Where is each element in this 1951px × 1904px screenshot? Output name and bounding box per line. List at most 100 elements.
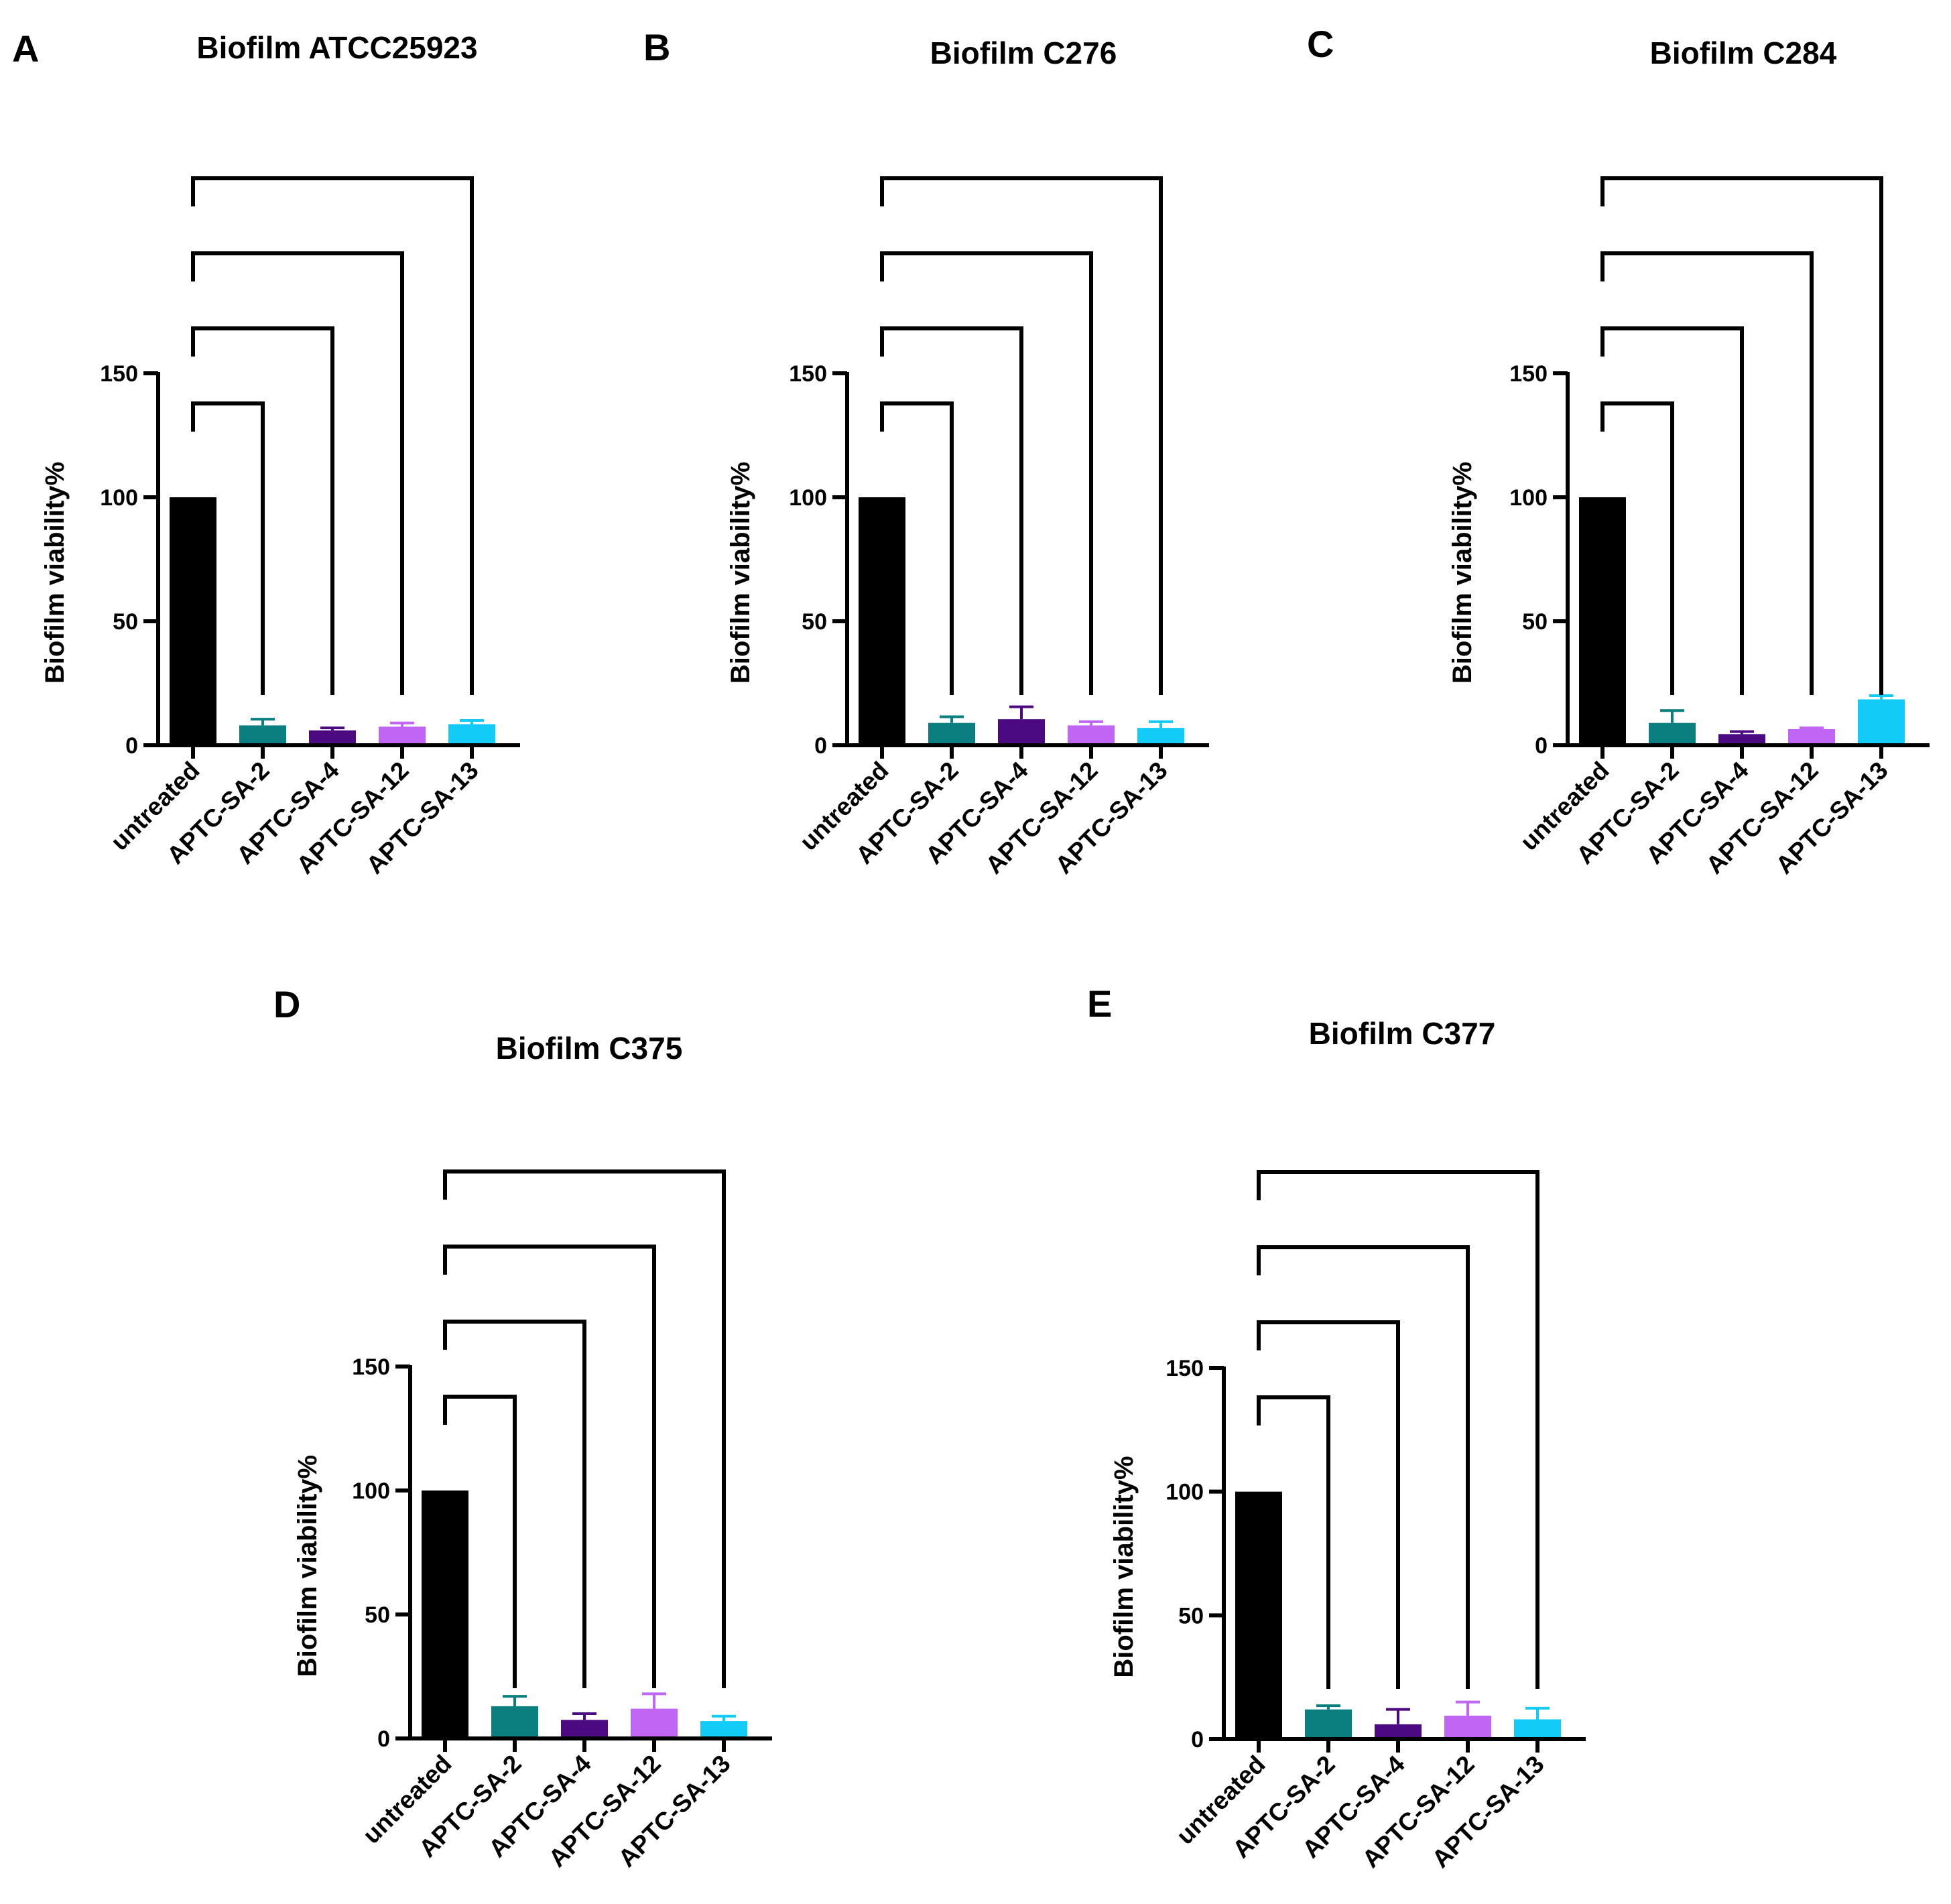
- panel-letter: C: [1307, 23, 1334, 65]
- y-axis-label: Biofilm viability%: [40, 462, 70, 684]
- y-tick-label: 50: [113, 609, 138, 635]
- bar-untreated: [859, 497, 905, 745]
- error-bar-aptc-sa-12: [1079, 720, 1103, 726]
- error-bar-aptc-sa-13: [1149, 720, 1173, 728]
- comparison-bracket: [1257, 1320, 1400, 1689]
- bar-untreated: [170, 497, 216, 745]
- bar-aptc-sa-2: [928, 722, 975, 745]
- bar-aptc-sa-13: [1858, 699, 1905, 745]
- panel-letter: A: [12, 27, 39, 70]
- comparison-bracket: [1257, 1245, 1470, 1689]
- chart-title: Biofilm C276: [930, 36, 1117, 70]
- bar-aptc-sa-2: [239, 725, 286, 745]
- error-bar-aptc-sa-2: [1660, 709, 1684, 723]
- bar-aptc-sa-12: [1788, 728, 1835, 745]
- y-tick-label: 150: [789, 361, 827, 387]
- bar-aptc-sa-12: [631, 1708, 678, 1738]
- error-bar-aptc-sa-4: [1009, 705, 1033, 720]
- bar-aptc-sa-2: [1649, 722, 1696, 745]
- comparison-bracket: [880, 401, 954, 695]
- chart-panel-a: A Biofilm ATCC25923050100150untreatedAPTC…: [12, 27, 520, 879]
- comparison-bracket: [443, 1245, 656, 1688]
- bar-aptc-sa-2: [491, 1706, 538, 1738]
- comparison-bracket: [443, 1395, 517, 1688]
- comparison-bracket: [1257, 1395, 1330, 1689]
- bar-aptc-sa-4: [1375, 1724, 1422, 1739]
- bar-untreated: [422, 1490, 468, 1738]
- y-tick-label: 100: [1166, 1480, 1204, 1505]
- comparison-bracket: [191, 251, 404, 695]
- y-tick-label: 0: [377, 1726, 390, 1752]
- error-bar-aptc-sa-13: [1869, 694, 1893, 700]
- y-tick-label: 50: [1522, 609, 1548, 635]
- bar-aptc-sa-13: [1514, 1719, 1561, 1739]
- comparison-bracket: [1600, 251, 1814, 695]
- bar-aptc-sa-12: [1068, 725, 1115, 745]
- panel-letter: B: [643, 26, 670, 68]
- bar-aptc-sa-2: [1305, 1709, 1352, 1739]
- bar-aptc-sa-13: [1137, 728, 1184, 745]
- error-bar-aptc-sa-4: [1386, 1708, 1410, 1724]
- y-axis-label: Biofilm viability%: [1448, 462, 1477, 684]
- y-axis-label: Biofilm viability%: [1109, 1456, 1139, 1677]
- comparison-bracket: [880, 251, 1093, 695]
- error-bar-aptc-sa-12: [642, 1692, 666, 1709]
- comparison-bracket: [443, 1320, 586, 1688]
- bar-aptc-sa-12: [1444, 1715, 1491, 1739]
- comparison-bracket: [1257, 1170, 1539, 1689]
- bar-untreated: [1579, 497, 1626, 745]
- chart-title: Biofilm C375: [496, 1031, 683, 1066]
- y-tick-label: 50: [802, 609, 827, 635]
- comparison-bracket: [880, 176, 1163, 695]
- error-bar-aptc-sa-4: [572, 1712, 596, 1720]
- bar-aptc-sa-4: [309, 730, 356, 745]
- comparison-bracket: [191, 401, 265, 695]
- error-bar-aptc-sa-13: [460, 719, 484, 724]
- chart-panel-b: B Biofilm C276050100150untreatedAPTC-SA-2…: [643, 26, 1209, 879]
- panel-letter: E: [1087, 982, 1112, 1025]
- error-bar-aptc-sa-2: [503, 1695, 527, 1706]
- comparison-bracket: [443, 1169, 726, 1688]
- y-tick-label: 50: [365, 1602, 390, 1628]
- bar-aptc-sa-13: [448, 724, 495, 745]
- comparison-bracket: [1600, 401, 1674, 695]
- error-bar-aptc-sa-12: [1456, 1700, 1480, 1716]
- comparison-bracket: [191, 326, 334, 695]
- bar-aptc-sa-13: [700, 1721, 747, 1738]
- y-tick-label: 150: [1166, 1356, 1204, 1381]
- error-bar-aptc-sa-2: [251, 718, 275, 726]
- comparison-bracket: [880, 326, 1023, 695]
- error-bar-aptc-sa-4: [320, 726, 344, 731]
- chart-title: Biofilm ATCC25923: [196, 30, 477, 65]
- chart-title: Biofilm C377: [1309, 1016, 1496, 1051]
- y-tick-label: 150: [1509, 361, 1548, 387]
- error-bar-aptc-sa-2: [1316, 1704, 1340, 1710]
- error-bar-aptc-sa-12: [390, 721, 414, 727]
- comparison-bracket: [1600, 176, 1883, 695]
- y-tick-label: 0: [814, 733, 827, 759]
- y-tick-label: 150: [352, 1354, 390, 1380]
- y-tick-label: 0: [1535, 733, 1548, 759]
- y-tick-label: 150: [100, 361, 138, 387]
- bar-untreated: [1235, 1491, 1282, 1739]
- comparison-bracket: [1600, 326, 1744, 695]
- bar-aptc-sa-4: [1718, 734, 1765, 745]
- chart-panel-c: C Biofilm C284050100150untreatedAPTC-SA-2…: [1307, 23, 1930, 879]
- y-tick-label: 50: [1178, 1603, 1204, 1629]
- panel-letter: D: [273, 983, 300, 1025]
- y-tick-label: 0: [1191, 1727, 1204, 1753]
- y-tick-label: 100: [789, 485, 827, 511]
- error-bar-aptc-sa-13: [1525, 1706, 1550, 1720]
- bar-aptc-sa-4: [561, 1720, 608, 1738]
- bar-aptc-sa-12: [379, 726, 426, 745]
- chart-title: Biofilm C284: [1650, 36, 1837, 70]
- error-bar-aptc-sa-4: [1730, 730, 1754, 735]
- y-tick-label: 100: [1509, 485, 1548, 511]
- y-tick-label: 100: [100, 485, 138, 511]
- y-tick-label: 100: [352, 1478, 390, 1504]
- bar-aptc-sa-4: [998, 719, 1045, 745]
- comparison-bracket: [191, 176, 474, 695]
- error-bar-aptc-sa-2: [940, 715, 964, 723]
